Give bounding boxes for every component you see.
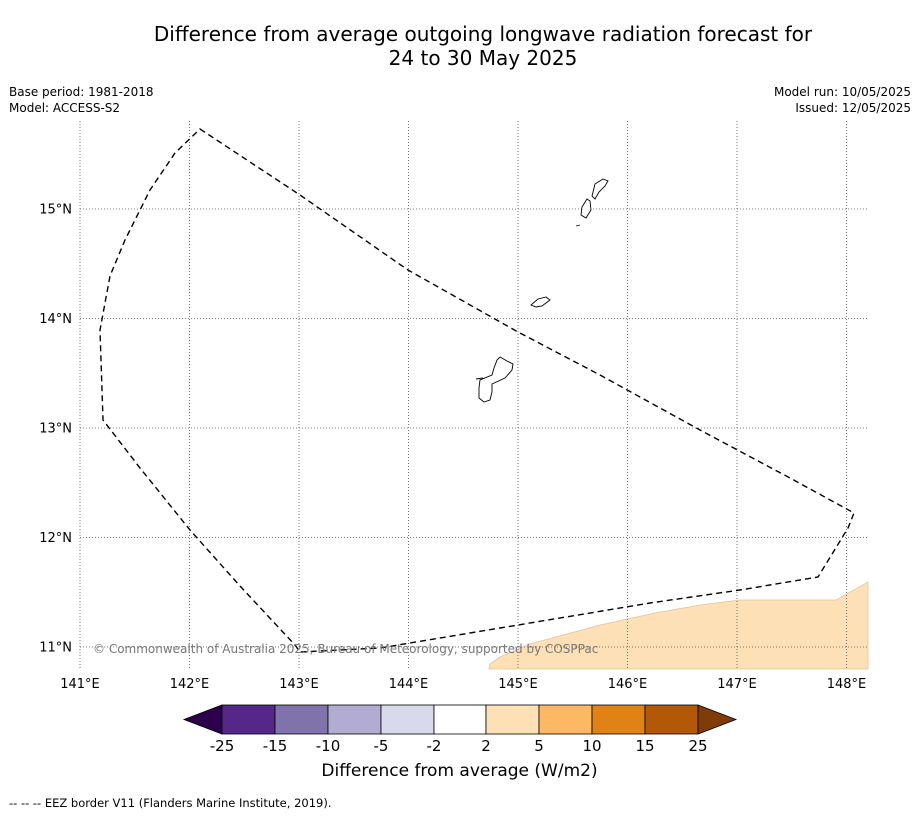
tinian-island bbox=[580, 198, 592, 219]
rota-island bbox=[530, 296, 551, 308]
base-period: Base period: 1981-2018 bbox=[9, 85, 154, 99]
meta-left: Base period: 1981-2018 Model: ACCESS-S2 bbox=[9, 84, 154, 116]
lat-tick-11: 11°N bbox=[39, 641, 72, 656]
colorbar-bin-9 bbox=[644, 704, 699, 735]
colorbar-tick-5: -2 bbox=[427, 737, 442, 755]
colorbar-bin-2 bbox=[274, 704, 329, 735]
lat-tick-15: 15°N bbox=[39, 203, 72, 218]
issued-date: Issued: 12/05/2025 bbox=[795, 101, 911, 115]
map-area bbox=[80, 121, 868, 669]
colorbar-label: Difference from average (W/m2) bbox=[321, 761, 598, 781]
colorbar-bin-3 bbox=[327, 704, 382, 735]
guam-island bbox=[478, 356, 514, 403]
aguijan-islet bbox=[575, 224, 581, 227]
lon-tick-144: 144°E bbox=[389, 677, 429, 692]
model-name: Model: ACCESS-S2 bbox=[9, 101, 121, 115]
lon-tick-143: 143°E bbox=[279, 677, 319, 692]
meta-right: Model run: 10/05/2025 Issued: 12/05/2025 bbox=[774, 84, 911, 116]
colorbar-bin-6 bbox=[485, 704, 540, 735]
lon-tick-148: 148°E bbox=[827, 677, 867, 692]
colorbar-tick-10: 25 bbox=[688, 737, 707, 755]
colorbar-tick-3: -10 bbox=[316, 737, 341, 755]
lon-tick-147: 147°E bbox=[717, 677, 757, 692]
eez-border bbox=[99, 128, 855, 653]
lon-tick-146: 146°E bbox=[608, 677, 648, 692]
lat-tick-14: 14°N bbox=[39, 312, 72, 327]
title-line-2: 24 to 30 May 2025 bbox=[388, 46, 578, 70]
colorbar-bin-5 bbox=[433, 704, 487, 735]
colorbar-tick-9: 15 bbox=[635, 737, 654, 755]
guam-peninsula bbox=[475, 377, 484, 380]
gridlines bbox=[79, 121, 868, 669]
colorbar-bin-8 bbox=[591, 704, 646, 735]
colorbar-tick-4: -5 bbox=[374, 737, 389, 755]
lon-tick-142: 142°E bbox=[170, 677, 210, 692]
lat-tick-12: 12°N bbox=[39, 531, 72, 546]
lon-tick-141: 141°E bbox=[60, 677, 100, 692]
colorbar-bin-1 bbox=[221, 704, 276, 735]
colorbar-tick-2: -15 bbox=[263, 737, 288, 755]
colorbar-tick-7: 5 bbox=[534, 737, 544, 755]
colorbar bbox=[182, 704, 738, 735]
eez-legend-footer: -- -- -- EEZ border V11 (Flanders Marine… bbox=[9, 796, 332, 810]
title-line-1: Difference from average outgoing longwav… bbox=[153, 22, 813, 46]
colorbar-bin-7 bbox=[538, 704, 593, 735]
map-title: Difference from average outgoing longwav… bbox=[0, 22, 919, 70]
lon-tick-145: 145°E bbox=[498, 677, 538, 692]
colorbar-tick-8: 10 bbox=[582, 737, 601, 755]
lat-tick-13: 13°N bbox=[39, 422, 72, 437]
saipan-island bbox=[591, 178, 609, 200]
colorbar-tick-6: 2 bbox=[481, 737, 491, 755]
colorbar-extend-low bbox=[182, 704, 223, 735]
colorbar-extend-high bbox=[697, 704, 738, 735]
copyright-text: © Commonwealth of Australia 2025, Bureau… bbox=[93, 642, 598, 656]
model-run: Model run: 10/05/2025 bbox=[773, 85, 911, 99]
colorbar-bin-4 bbox=[380, 704, 435, 735]
colorbar-tick-1: -25 bbox=[210, 737, 235, 755]
